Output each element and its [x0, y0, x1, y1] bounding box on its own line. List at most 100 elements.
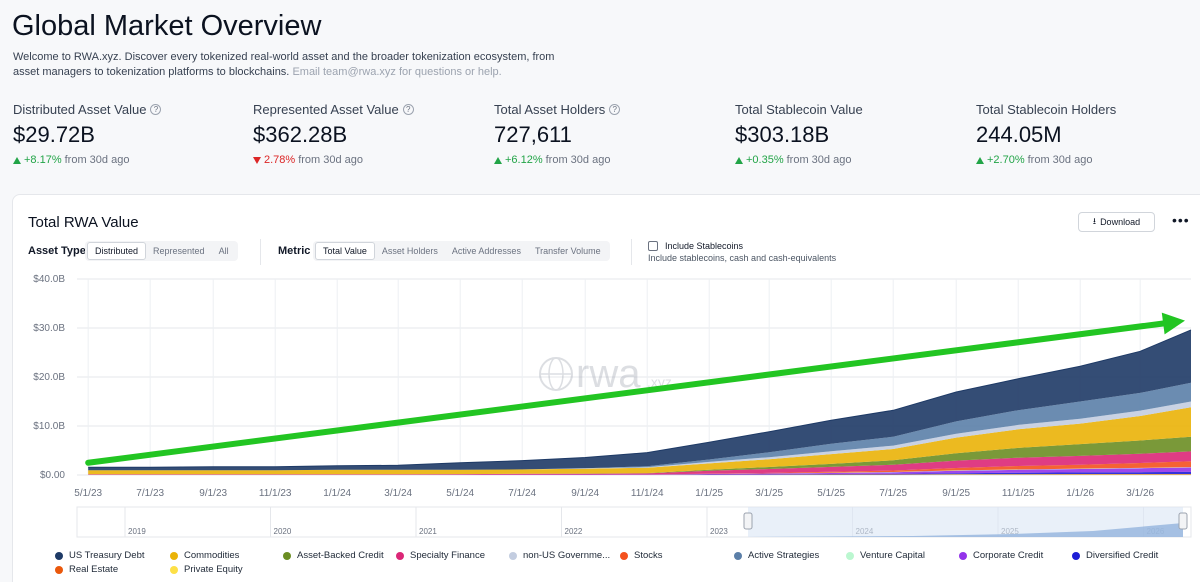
navigator-year-label: 2022: [565, 527, 583, 536]
x-tick-label: 3/1/24: [384, 488, 412, 499]
asset-type-toggle: Distributed Represented All: [85, 241, 238, 261]
asset-type-option[interactable]: Distributed: [87, 242, 147, 260]
legend-item[interactable]: Specialty Finance: [396, 550, 485, 561]
legend-item[interactable]: Active Strategies: [734, 550, 819, 561]
stat-label-text: Represented Asset Value: [253, 102, 399, 117]
arrow-down-icon: [253, 156, 261, 164]
download-button[interactable]: ⭳ Download: [1078, 212, 1155, 232]
legend-swatch: [846, 551, 854, 560]
legend-label: Stocks: [634, 550, 663, 561]
control-divider: [631, 239, 632, 265]
stat-change: +0.35% from 30d ago: [735, 154, 965, 166]
x-tick-label: 9/1/23: [199, 488, 227, 499]
stat-label: Total Stablecoin Holders: [976, 102, 1200, 117]
legend-item[interactable]: non-US Governme...: [509, 550, 610, 561]
info-icon[interactable]: ?: [150, 104, 162, 115]
more-options-button[interactable]: •••: [1172, 212, 1190, 228]
y-tick-label: $40.0B: [33, 274, 65, 285]
legend-swatch: [959, 551, 967, 560]
legend-swatch: [396, 551, 404, 560]
x-tick-label: 5/1/24: [446, 488, 474, 499]
legend-swatch: [55, 565, 63, 574]
stat-value: $29.72B: [13, 122, 95, 147]
metric-option[interactable]: Active Addresses: [451, 246, 521, 256]
legend-item[interactable]: Private Equity: [170, 564, 243, 575]
legend-item[interactable]: Real Estate: [55, 564, 118, 575]
y-tick-label: $0.00: [40, 470, 65, 481]
x-tick-label: 1/1/25: [695, 488, 723, 499]
stat-change: +8.17% from 30d ago: [13, 154, 243, 166]
x-tick-label: 1/1/24: [323, 488, 351, 499]
x-tick-label: 7/1/23: [136, 488, 164, 499]
info-icon[interactable]: ?: [609, 104, 621, 115]
y-tick-label: $10.0B: [33, 421, 65, 432]
stat-value: $303.18B: [735, 122, 830, 147]
stat-change-value: +2.70%: [987, 154, 1025, 166]
navigator-year-label: 2019: [128, 527, 146, 536]
x-tick-label: 9/1/25: [942, 488, 970, 499]
stat-label-text: Total Stablecoin Value: [735, 102, 863, 117]
stat-card: Total Stablecoin Holders 244.05M +2.70% fro…: [976, 102, 1200, 166]
y-tick-label: $20.0B: [33, 372, 65, 383]
area-series: [88, 382, 1192, 471]
legend-swatch: [1072, 551, 1080, 560]
legend-label: Venture Capital: [860, 550, 925, 561]
legend-item[interactable]: US Treasury Debt: [55, 550, 145, 561]
stat-label: Total Asset Holders?: [494, 102, 724, 117]
asset-type-option[interactable]: All: [218, 246, 229, 256]
legend-item[interactable]: Venture Capital: [846, 550, 925, 561]
info-icon[interactable]: ?: [402, 104, 414, 115]
stat-change-suffix: from 30d ago: [1027, 154, 1093, 166]
legend-item[interactable]: Corporate Credit: [959, 550, 1043, 561]
legend-label: Diversified Credit: [1086, 550, 1159, 561]
stat-change-suffix: from 30d ago: [786, 154, 852, 166]
x-tick-label: 11/1/24: [631, 488, 664, 499]
intro-contact[interactable]: Email team@rwa.xyz for questions or help…: [292, 66, 502, 78]
intro-text: Welcome to RWA.xyz. Discover every token…: [13, 50, 573, 80]
area-series: [88, 451, 1192, 475]
asset-type-label: Asset Type: [28, 245, 86, 257]
download-icon: ⭳: [1092, 216, 1097, 226]
legend-item[interactable]: Stocks: [620, 550, 663, 561]
stat-change: +2.70% from 30d ago: [976, 154, 1200, 166]
legend-item[interactable]: Asset-Backed Credit: [283, 550, 384, 561]
navigator-right-handle: [1178, 512, 1188, 530]
watermark-text: rwa: [576, 352, 641, 396]
stat-change-value: +0.35%: [746, 154, 784, 166]
legend-item[interactable]: Diversified Credit: [1072, 550, 1158, 561]
legend-swatch: [283, 551, 291, 560]
chart-svg[interactable]: $0.00 $10.0B $20.0B $30.0B $40.0B 5/1/23 7/1/2…: [13, 195, 1200, 581]
area-series: [88, 407, 1192, 475]
area-series: [88, 471, 1192, 475]
include-stablecoins-checkbox[interactable]: [648, 241, 658, 251]
stat-card: Total Stablecoin Value $303.18B +0.35% from…: [735, 102, 965, 166]
annotation-arrow-line: [85, 320, 1167, 466]
asset-type-option[interactable]: Represented: [153, 246, 205, 256]
area-series: [88, 474, 1192, 475]
legend-label: Real Estate: [69, 564, 119, 575]
stat-label-text: Distributed Asset Value: [13, 102, 147, 117]
area-series: [88, 461, 1192, 475]
metric-option[interactable]: Transfer Volume: [534, 246, 601, 256]
stat-label-text: Total Asset Holders: [494, 102, 606, 117]
legend-swatch: [170, 565, 178, 574]
area-series: [88, 474, 1192, 475]
stat-change-suffix: from 30d ago: [64, 154, 130, 166]
metric-option[interactable]: Asset Holders: [381, 246, 438, 256]
metric-option[interactable]: Total Value: [315, 242, 375, 260]
intro-body: Welcome to RWA.xyz. Discover every token…: [13, 51, 555, 78]
x-tick-label: 3/1/25: [755, 488, 783, 499]
legend-item[interactable]: Commodities: [170, 550, 239, 561]
include-stablecoins-label[interactable]: Include Stablecoins: [665, 241, 744, 251]
area-series: [88, 467, 1192, 475]
navigator-year-label: 2020: [274, 527, 292, 536]
navigator-year-label: 2021: [419, 527, 437, 536]
stat-label: Represented Asset Value?: [253, 102, 483, 117]
navigator-left-handle: [743, 512, 753, 530]
metric-toggle: Total Value Asset Holders Active Addresses…: [313, 241, 610, 261]
legend-label: Private Equity: [184, 564, 243, 575]
legend-label: Asset-Backed Credit: [297, 550, 384, 561]
y-tick-label: $30.0B: [33, 323, 65, 334]
control-divider: [260, 239, 261, 265]
x-tick-label: 7/1/25: [879, 488, 907, 499]
